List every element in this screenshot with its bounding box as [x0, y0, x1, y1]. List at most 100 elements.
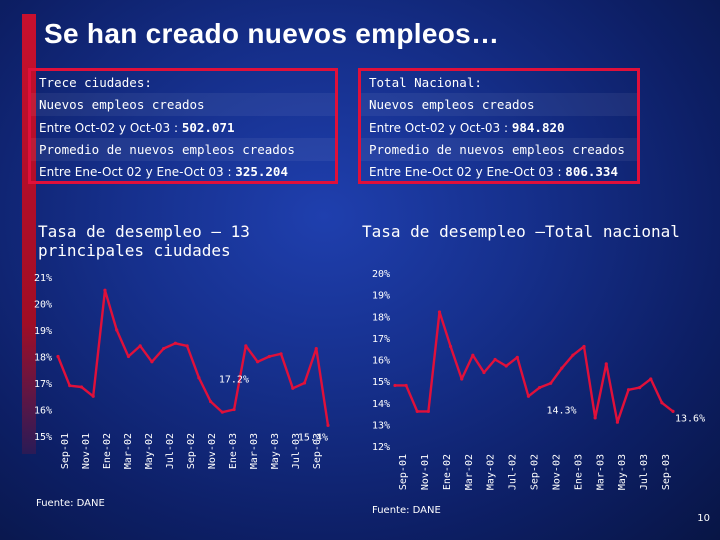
new-jobs-label: Nuevos empleos creados: [31, 93, 335, 116]
x-tick-label: Sep-02: [186, 433, 197, 469]
accent-bar: [22, 14, 36, 454]
data-point: [244, 344, 248, 348]
y-tick-label: 15%: [34, 432, 52, 443]
data-point: [549, 381, 553, 385]
data-point: [404, 383, 408, 388]
avg-jobs-label: Promedio de nuevos empleos creados: [361, 138, 637, 161]
data-point: [626, 388, 631, 392]
data-point: [493, 357, 497, 362]
y-tick-label: 19%: [34, 326, 52, 337]
left-unemployment-chart: 15% 16% 17% 18% 19% 20% 21% Sep-01 Nov-01 Ene-02 M…: [34, 273, 330, 469]
x-tick-label: Mar-03: [595, 454, 606, 490]
data-label: 17.2%: [219, 375, 249, 386]
data-point: [173, 341, 177, 345]
x-tick-label: Nov-02: [207, 433, 218, 469]
data-point: [162, 346, 166, 351]
x-tick-label: Jul-02: [165, 433, 176, 469]
data-point: [314, 346, 318, 351]
right-unemployment-chart: 12% 13% 14% 15% 16% 17% 18% 19% 20% Sep-01 Nov-01 E…: [372, 269, 705, 490]
data-point: [197, 376, 201, 380]
x-tick-label: Mar-03: [249, 433, 260, 469]
y-tick-label: 15%: [372, 377, 390, 388]
data-point: [115, 328, 119, 332]
x-tick-label: Nov-01: [420, 454, 431, 490]
data-point: [615, 420, 619, 424]
data-point: [482, 370, 486, 375]
x-tick-label: Sep-01: [60, 433, 71, 469]
thirteen-cities-box: Trece ciudades: Nuevos empleos creados E…: [28, 68, 338, 184]
data-point: [638, 386, 642, 390]
y-tick-label: 12%: [372, 442, 390, 453]
data-point: [267, 354, 271, 359]
avg-jobs-period: Entre Ene-Oct 02 y Ene-Oct 03 :: [39, 165, 236, 179]
right-chart-title: Tasa de desempleo –Total nacional: [362, 222, 680, 241]
avg-jobs-value: 806.334: [565, 164, 618, 179]
avg-jobs-line: Entre Ene-Oct 02 y Ene-Oct 03 : 806.334: [361, 160, 637, 183]
x-tick-label: Jul-02: [508, 454, 519, 490]
avg-jobs-value: 325.204: [235, 164, 288, 179]
y-tick-label: 17%: [34, 379, 52, 390]
data-point: [220, 410, 224, 414]
data-point: [103, 288, 107, 292]
y-tick-label: 18%: [372, 312, 390, 323]
y-tick-label: 21%: [34, 273, 52, 284]
y-tick-label: 13%: [372, 420, 390, 431]
x-tick-label: Sep-01: [398, 454, 409, 490]
new-jobs-period: Entre Oct-02 y Oct-03 :: [39, 121, 182, 135]
data-label: 14.3%: [546, 405, 576, 416]
data-label: 15.4%: [298, 432, 328, 443]
x-tick-label: May-03: [270, 433, 281, 469]
x-tick-label: Jul-03: [639, 454, 650, 490]
new-jobs-label: Nuevos empleos creados: [361, 93, 637, 116]
source-right: Fuente: DANE: [372, 505, 441, 516]
data-point: [185, 344, 189, 348]
data-point: [209, 399, 213, 404]
data-point: [91, 394, 95, 398]
source-left: Fuente: DANE: [36, 498, 105, 509]
y-tick-label: 18%: [34, 353, 52, 364]
national-total-box: Total Nacional: Nuevos empleos creados E…: [358, 68, 640, 184]
data-point: [593, 416, 597, 420]
x-tick-label: Ene-02: [102, 433, 113, 469]
slide-title: Se han creado nuevos empleos…: [44, 18, 500, 49]
data-point: [504, 364, 508, 368]
avg-jobs-line: Entre Ene-Oct 02 y Ene-Oct 03 : 325.204: [31, 160, 335, 183]
data-point: [604, 362, 608, 366]
box-heading: Total Nacional:: [369, 75, 482, 90]
data-point: [415, 409, 419, 413]
data-point: [56, 354, 60, 359]
page-number: 10: [697, 513, 710, 524]
avg-jobs-label: Promedio de nuevos empleos creados: [31, 138, 335, 161]
data-point: [138, 344, 142, 348]
data-point: [582, 344, 586, 349]
x-tick-label: Ene-02: [442, 454, 453, 490]
data-point: [279, 352, 283, 356]
data-point: [460, 377, 464, 381]
x-tick-label: Sep-03: [661, 454, 672, 490]
y-tick-label: 14%: [372, 399, 390, 410]
y-tick-label: 16%: [34, 406, 52, 417]
avg-jobs-period: Entre Ene-Oct 02 y Ene-Oct 03 :: [369, 165, 566, 179]
x-tick-label: Sep-03: [312, 433, 323, 469]
y-tick-label: 20%: [372, 269, 390, 280]
data-point: [426, 409, 430, 413]
series-line: [395, 310, 674, 424]
y-tick-label: 19%: [372, 291, 390, 302]
data-point: [326, 423, 330, 427]
y-tick-label: 20%: [34, 300, 52, 311]
new-jobs-value: 502.071: [181, 120, 235, 135]
x-tick-label: Mar-02: [464, 454, 475, 490]
data-point: [537, 386, 542, 390]
x-tick-label: May-02: [144, 433, 155, 469]
new-jobs-line: Entre Oct-02 y Oct-03 : 984.820: [361, 116, 637, 139]
data-point: [471, 353, 475, 357]
new-jobs-value: 984.820: [511, 120, 565, 135]
x-tick-label: Jul-03: [291, 433, 302, 469]
data-label: 13.6%: [675, 413, 705, 424]
data-point: [126, 354, 131, 359]
data-point: [302, 381, 307, 385]
y-tick-label: 17%: [372, 334, 390, 345]
x-tick-label: Mar-02: [123, 433, 134, 469]
x-tick-label: Ene-03: [573, 454, 584, 490]
data-point: [255, 360, 260, 364]
